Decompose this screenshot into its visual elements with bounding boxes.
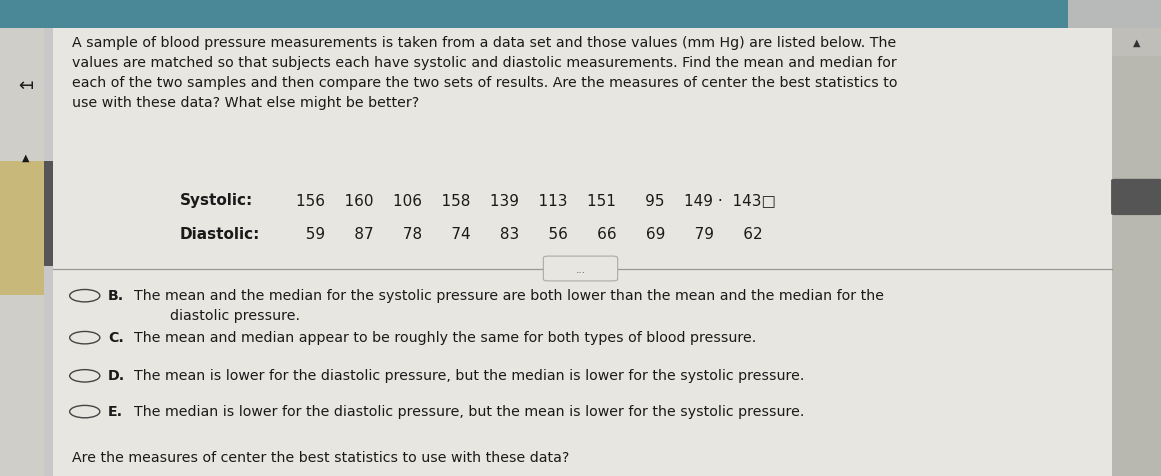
FancyBboxPatch shape [0,29,44,476]
FancyBboxPatch shape [44,162,53,267]
Text: D.: D. [108,368,125,382]
Text: ...: ... [576,264,585,274]
FancyBboxPatch shape [0,0,1068,29]
FancyBboxPatch shape [0,162,44,295]
Text: The mean and the median for the systolic pressure are both lower than the mean a: The mean and the median for the systolic… [134,288,884,322]
Text: Diastolic:: Diastolic: [180,226,260,241]
Text: ↤: ↤ [17,77,34,95]
Text: 156    160    106    158    139    113    151      95    149 ·  143□: 156 160 106 158 139 113 151 95 149 · 143… [296,193,776,208]
Text: Are the measures of center the best statistics to use with these data?: Are the measures of center the best stat… [72,450,569,464]
FancyBboxPatch shape [1068,0,1161,29]
Text: B.: B. [108,288,124,302]
Text: A sample of blood pressure measurements is taken from a data set and those value: A sample of blood pressure measurements … [72,36,897,109]
Text: Systolic:: Systolic: [180,193,253,208]
Text: The mean is lower for the diastolic pressure, but the median is lower for the sy: The mean is lower for the diastolic pres… [134,368,803,382]
Text: ▲: ▲ [22,152,29,162]
Text: The median is lower for the diastolic pressure, but the mean is lower for the sy: The median is lower for the diastolic pr… [134,404,803,418]
Text: The mean and median appear to be roughly the same for both types of blood pressu: The mean and median appear to be roughly… [134,330,756,344]
FancyBboxPatch shape [1112,29,1161,476]
FancyBboxPatch shape [1111,179,1161,216]
Text: C.: C. [108,330,124,344]
Text: E.: E. [108,404,123,418]
Text: 59      87      78      74      83      56      66      69      79      62: 59 87 78 74 83 56 66 69 79 62 [296,226,763,241]
FancyBboxPatch shape [1112,29,1161,57]
Text: ▲: ▲ [1133,38,1140,48]
FancyBboxPatch shape [543,257,618,281]
FancyBboxPatch shape [53,29,1112,476]
